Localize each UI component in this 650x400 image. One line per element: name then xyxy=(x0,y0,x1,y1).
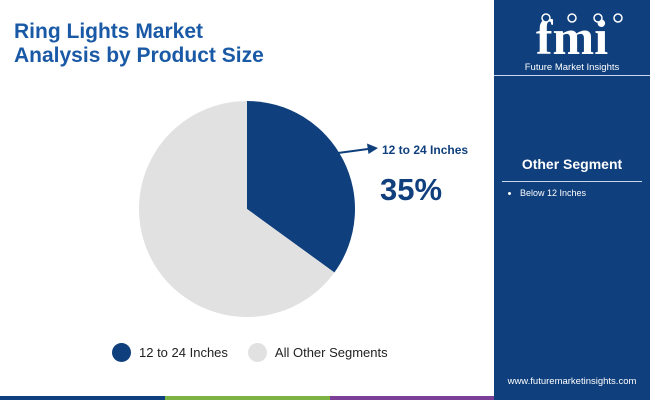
pie-slice-12-to-24-inches xyxy=(247,101,355,273)
fmi-logo: fmi Future Market Insights xyxy=(514,10,630,73)
legend-item-all-other-segments: All Other Segments xyxy=(247,343,388,362)
page-title: Ring Lights Market Analysis by Product S… xyxy=(14,20,314,68)
sidebar: fmi Future Market Insights Other Segment… xyxy=(494,0,650,400)
bottom-bar-segment-2 xyxy=(165,396,330,400)
bottom-bar-segment-4 xyxy=(494,396,650,400)
callout-value: 35% xyxy=(380,172,443,207)
pie-chart xyxy=(138,101,378,318)
legend-label-12-to-24-inches: 12 to 24 Inches xyxy=(139,345,228,360)
sidebar-divider-top xyxy=(494,75,650,76)
legend-label-all-other-segments: All Other Segments xyxy=(274,345,388,360)
legend-swatch-all-other-segments xyxy=(247,343,267,362)
other-segment-label: Below 12 Inches xyxy=(520,188,587,198)
legend-item-12-to-24-inches: 12 to 24 Inches xyxy=(112,343,228,362)
bottom-bar-segment-3 xyxy=(330,396,494,400)
pie-slice-all-other-segments xyxy=(138,101,335,318)
callout-arrowhead xyxy=(367,143,378,154)
callout-label: 12 to 24 Inches xyxy=(382,143,469,157)
other-segment-item: Below 12 Inches xyxy=(508,188,586,198)
title-line-2: Analysis by Product Size xyxy=(14,44,264,67)
bottom-bar-segment-1 xyxy=(0,396,165,400)
fmi-logo-mark: fmi xyxy=(536,10,623,60)
chart-legend: 12 to 24 Inches All Other Segments xyxy=(112,343,408,362)
bottom-color-bar xyxy=(0,396,650,400)
title-line-1: Ring Lights Market xyxy=(14,20,204,43)
other-segment-title: Other Segment xyxy=(521,156,623,172)
website-url: www.futuremarketinsights.com xyxy=(507,376,637,387)
callout-arrow-line xyxy=(337,148,369,154)
legend-swatch-12-to-24-inches xyxy=(112,343,131,362)
bullet-icon xyxy=(508,191,511,195)
sidebar-divider-mid xyxy=(502,181,642,182)
logo-subtitle: Future Market Insights xyxy=(524,62,620,73)
other-segment-list: Below 12 Inches xyxy=(508,188,586,198)
